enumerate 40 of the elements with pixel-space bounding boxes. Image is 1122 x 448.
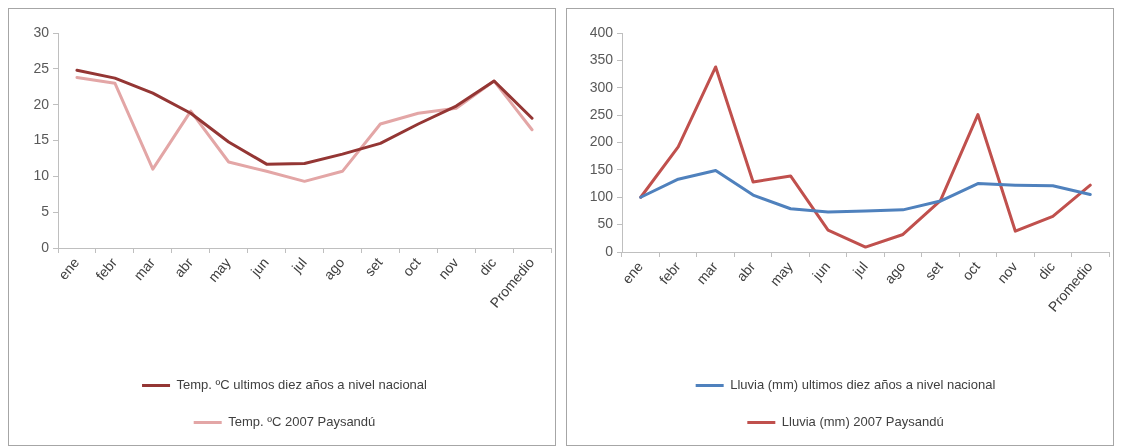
y-tick-label: 50 (597, 215, 614, 232)
y-tick-label: 25 (33, 59, 50, 76)
y-tick-label: 300 (589, 78, 614, 95)
y-tick-label: 250 (589, 105, 614, 122)
legend-label: Lluvia (mm) ultimos diez años a nivel nacional (730, 377, 996, 393)
x-tick-label: nov (434, 254, 462, 283)
x-tick-label: ago (320, 254, 348, 283)
x-tick-label: jul (287, 254, 310, 277)
y-tick-label: 350 (589, 51, 614, 68)
x-tick-label: abr (170, 254, 197, 281)
x-tick-label: oct (399, 254, 424, 280)
x-tick-label: mar (693, 258, 722, 288)
legend-label: Temp. ºC 2007 Paysandú (228, 414, 376, 430)
y-tick-label: 400 (589, 23, 614, 40)
x-tick-label: set (921, 258, 946, 284)
x-tick-label: oct (958, 258, 984, 284)
y-tick-label: 15 (33, 131, 50, 148)
x-tick-label: abr (733, 258, 759, 285)
legend-label: Temp. ºC ultimos diez años a nivel nacional (176, 377, 428, 393)
y-tick-label: 200 (589, 133, 614, 150)
y-tick-label: 0 (605, 242, 614, 259)
x-tick-label: set (361, 254, 386, 280)
x-tick-label: ago (880, 258, 909, 287)
y-tick-label: 100 (589, 188, 614, 205)
x-tick-label: jun (808, 258, 834, 284)
legend-label: Lluvia (mm) 2007 Paysandú (781, 414, 944, 430)
x-tick-label: ene (54, 254, 83, 283)
x-tick-label: jun (246, 254, 272, 280)
y-tick-label: 20 (33, 95, 50, 112)
x-tick-label: jul (848, 258, 871, 281)
y-tick-label: 30 (33, 23, 50, 40)
x-tick-label: febr (92, 254, 121, 284)
x-tick-label: mar (130, 254, 159, 284)
y-tick-label: 150 (589, 160, 614, 177)
y-tick-label: 10 (33, 167, 50, 184)
x-tick-label: ene (618, 258, 647, 287)
y-tick-label: 0 (41, 238, 50, 255)
y-tick-label: 5 (41, 203, 50, 220)
x-tick-label: nov (993, 258, 1021, 287)
x-tick-label: febr (655, 258, 684, 288)
